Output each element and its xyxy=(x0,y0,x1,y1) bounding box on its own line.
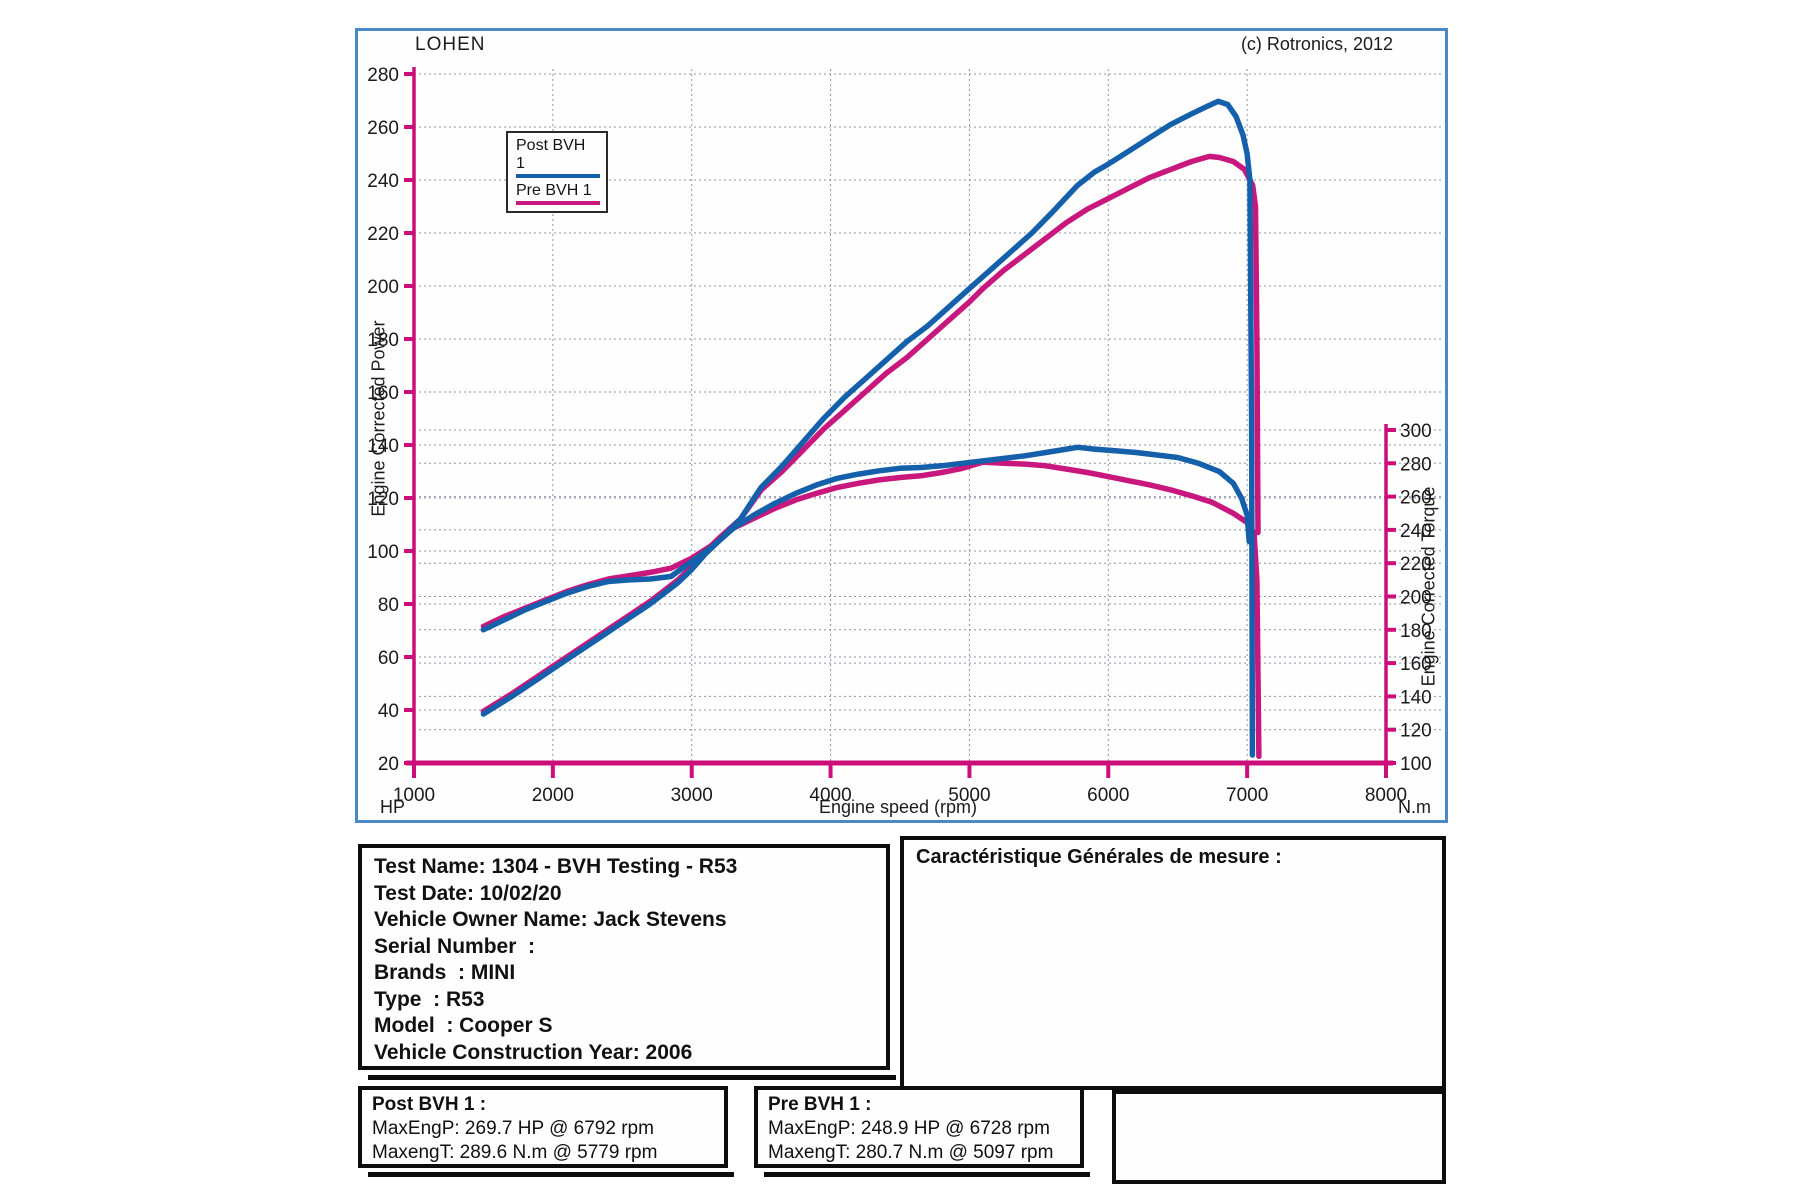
chart-frame: 20 40 60 80 100 120 140 160 180 200 220 240 260 280 10… xyxy=(355,28,1448,823)
curve-pre-bvh1-power xyxy=(480,153,1261,715)
power-tick-label-240: 240 xyxy=(367,171,399,192)
dyno-chart-svg: 20 40 60 80 100 120 140 160 180 200 220 240 260 280 10… xyxy=(367,65,1442,806)
power-tick-label-20: 20 xyxy=(378,754,399,775)
curve-post-bvh1-power xyxy=(480,98,1256,758)
power-tick-label-180: 180 xyxy=(367,330,399,351)
brand-label: LOHEN xyxy=(415,34,486,55)
pre-max-torque: MaxengT: 280.7 N.m @ 5097 rpm xyxy=(768,1142,1054,1163)
post-max-torque: MaxengT: 289.6 N.m @ 5779 rpm xyxy=(372,1142,658,1163)
torque-tick-label-100: 100 xyxy=(1400,754,1432,775)
power-tick-label-280: 280 xyxy=(367,65,399,86)
power-tick-label-160: 160 xyxy=(367,383,399,404)
rpm-tick-label-7000: 7000 xyxy=(1226,785,1268,806)
legend-label-post: Post BVH 1 xyxy=(516,137,586,172)
chart-legend: Post BVH 1 Pre BVH 1 xyxy=(506,131,608,213)
torque-tick-label-260: 260 xyxy=(1400,488,1432,509)
year-line: Vehicle Construction Year: 2006 xyxy=(374,1040,693,1064)
power-tick-label-40: 40 xyxy=(378,701,399,722)
brand-line: Brands : MINI xyxy=(374,961,516,984)
post-results-title: Post BVH 1 : xyxy=(372,1094,487,1115)
characteristics-title: Caractéristique Générales de mesure : xyxy=(916,846,1282,868)
torque-tick-label-180: 180 xyxy=(1400,621,1432,642)
right-axis-unit: N.m xyxy=(1398,797,1431,817)
pre-box-shadow xyxy=(764,1172,1090,1177)
torque-tick-label-300: 300 xyxy=(1400,421,1432,442)
characteristics-box: Caractéristique Générales de mesure : xyxy=(900,836,1446,1090)
rpm-tick-label-2000: 2000 xyxy=(532,785,574,806)
power-tick-label-60: 60 xyxy=(378,648,399,669)
torque-tick-label-200: 200 xyxy=(1400,588,1432,609)
serial-line: Serial Number : xyxy=(374,934,536,958)
power-tick-label-100: 100 xyxy=(367,542,399,563)
power-tick-label-120: 120 xyxy=(367,489,399,510)
pre-results-box: Pre BVH 1 : MaxEngP: 248.9 HP @ 6728 rpm… xyxy=(754,1086,1084,1168)
legend-item-pre: Pre BVH 1 xyxy=(508,182,606,209)
curve-pre-bvh1-torque xyxy=(480,459,1262,760)
post-results-box: Post BVH 1 : MaxEngP: 269.7 HP @ 6792 rp… xyxy=(358,1086,728,1168)
power-tick-label-200: 200 xyxy=(367,277,399,298)
empty-results-box xyxy=(1112,1090,1446,1184)
post-box-shadow xyxy=(368,1172,734,1177)
torque-tick-label-160: 160 xyxy=(1400,654,1432,675)
type-line: Type : R53 xyxy=(374,987,485,1011)
power-tick-label-220: 220 xyxy=(367,224,399,245)
post-max-power: MaxEngP: 269.7 HP @ 6792 rpm xyxy=(372,1118,654,1139)
test-info-box: Test Name: 1304 - BVH Testing - R53 Test… xyxy=(358,844,890,1070)
rpm-tick-label-4000: 4000 xyxy=(809,785,851,806)
power-tick-label-140: 140 xyxy=(367,436,399,457)
power-tick-label-260: 260 xyxy=(367,118,399,139)
rpm-tick-label-3000: 3000 xyxy=(671,785,713,806)
test-date-line: Test Date: 10/02/20 xyxy=(374,881,562,905)
test-name-line: Test Name: 1304 - BVH Testing - R53 xyxy=(374,855,738,878)
pre-results-title: Pre BVH 1 : xyxy=(768,1094,872,1115)
rpm-tick-label-8000: 8000 xyxy=(1365,785,1407,806)
legend-label-pre: Pre BVH 1 xyxy=(516,182,592,199)
model-line: Model : Cooper S xyxy=(374,1014,553,1037)
torque-tick-label-140: 140 xyxy=(1400,687,1432,708)
left-axis-unit: HP xyxy=(380,797,406,817)
rpm-tick-label-6000: 6000 xyxy=(1087,785,1129,806)
torque-tick-label-120: 120 xyxy=(1400,721,1432,742)
owner-line: Vehicle Owner Name: Jack Stevens xyxy=(374,908,727,931)
info-box-shadow xyxy=(368,1075,896,1080)
power-tick-label-80: 80 xyxy=(378,595,399,616)
torque-tick-label-240: 240 xyxy=(1400,521,1432,542)
rpm-tick-label-5000: 5000 xyxy=(948,785,990,806)
x-axis-title: Engine speed (rpm) xyxy=(818,797,978,817)
legend-swatch-post xyxy=(516,174,600,178)
rpm-tick-label-1000: 1000 xyxy=(393,785,435,806)
legend-item-post: Post BVH 1 xyxy=(508,137,606,182)
curve-post-bvh1-torque xyxy=(480,444,1252,633)
left-axis-title: Engine Corrected Power xyxy=(368,320,389,517)
torque-tick-label-220: 220 xyxy=(1400,554,1432,575)
right-axis-title: Engine Corrected Torque xyxy=(1418,486,1439,687)
pre-max-power: MaxEngP: 248.9 HP @ 6728 rpm xyxy=(768,1118,1050,1139)
copyright-label: (c) Rotronics, 2012 xyxy=(1240,34,1393,54)
torque-tick-label-280: 280 xyxy=(1400,454,1432,475)
legend-swatch-pre xyxy=(516,201,600,205)
